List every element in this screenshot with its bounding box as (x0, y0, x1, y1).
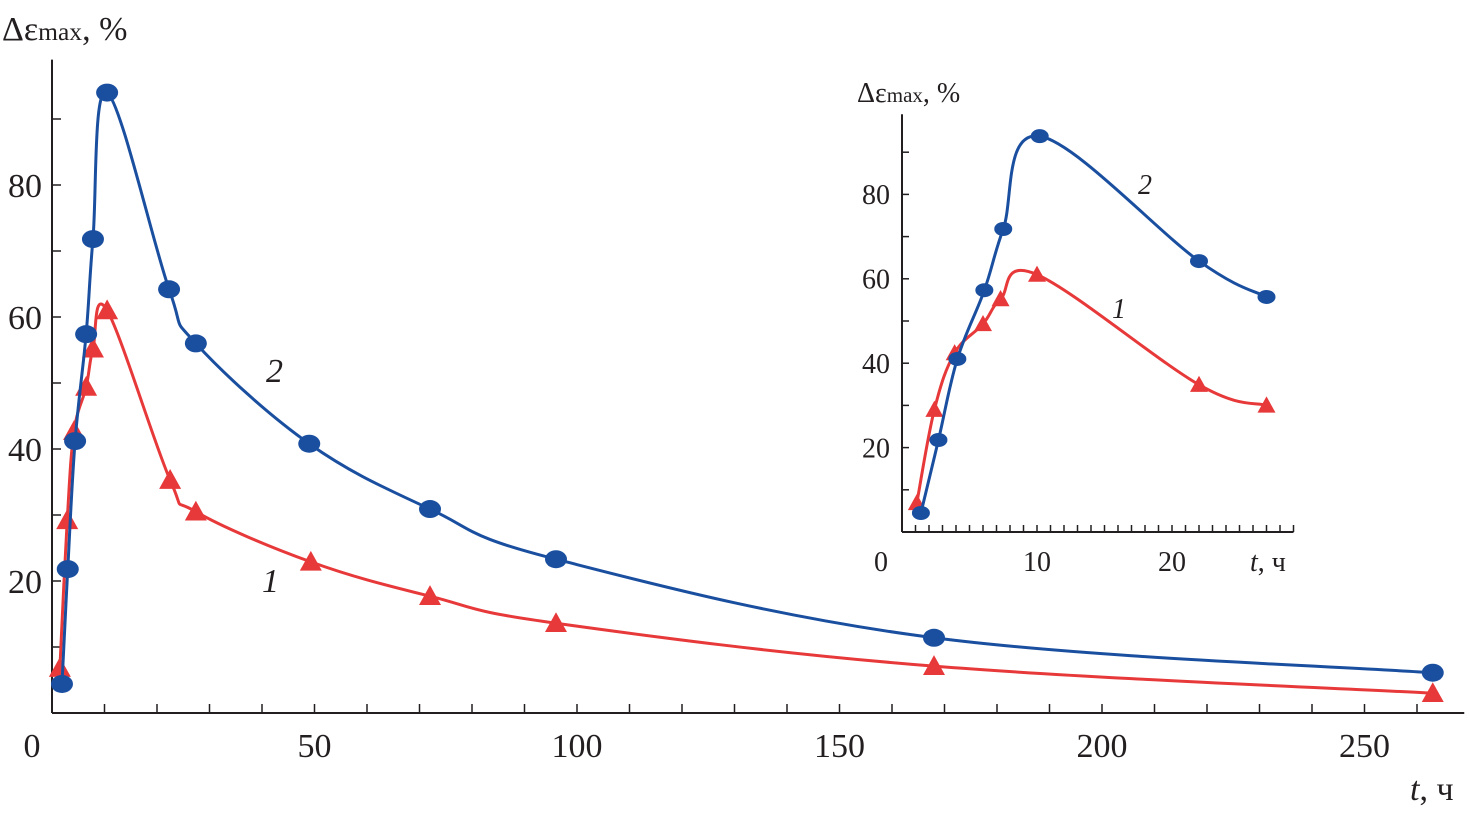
series-2-point (545, 550, 567, 569)
x-label-var: t (1250, 547, 1259, 578)
series-1-point (184, 500, 207, 521)
series-2-point (184, 334, 207, 353)
x-tick-label: 250 (1339, 728, 1390, 765)
x-tick-label: 200 (1077, 728, 1128, 765)
series-2-point (50, 674, 73, 693)
y-tick-label: 40 (8, 432, 42, 469)
series-1-label: 1 (262, 563, 279, 600)
series-2-line (919, 134, 1268, 514)
x-tick-label: 0 (874, 547, 888, 578)
series-1-point (545, 612, 567, 633)
series-1-point (299, 550, 322, 571)
series-1-point (96, 299, 119, 320)
series-2-point (81, 230, 104, 249)
x-label-unit: , ч (1258, 547, 1286, 578)
series-2-point (419, 500, 441, 519)
x-tick-label: 50 (298, 728, 332, 765)
y-label-sub: max (887, 83, 924, 107)
y-label-unit: , % (923, 78, 960, 109)
series-2-point (1257, 289, 1276, 304)
y-axis-label: Δεmax, % (857, 78, 960, 109)
y-tick-label: 20 (8, 564, 42, 601)
series-1-point (1028, 265, 1046, 282)
x-tick-label: 150 (814, 728, 865, 765)
x-tick-label: 10 (1023, 547, 1051, 578)
y-label-unit: , % (82, 11, 127, 48)
y-tick-label: 80 (862, 180, 890, 211)
series-1-point (48, 657, 71, 677)
series-2-point (975, 283, 994, 298)
series-2-point (96, 83, 119, 102)
y-tick-label: 60 (8, 300, 42, 337)
series-1-point (159, 469, 182, 489)
series-1-point (991, 290, 1010, 307)
series-2-point (929, 433, 948, 448)
y-tick-label: 20 (862, 433, 890, 464)
x-tick-label: 20 (1158, 547, 1186, 578)
series-1-point (923, 655, 945, 675)
y-axis-label: Δεmax, % (2, 11, 127, 48)
series-2-point (158, 280, 181, 299)
y-label-sub: max (38, 17, 82, 46)
series-2-label: 2 (1138, 170, 1152, 201)
series-1-point (81, 337, 104, 358)
series-1-point (1190, 375, 1208, 392)
series-2-point (923, 628, 945, 647)
series-2-point (1421, 663, 1444, 682)
series-2-label: 2 (266, 353, 283, 390)
series-2-point (948, 351, 967, 366)
series-2-point (1030, 129, 1049, 144)
series-2-point (64, 432, 87, 451)
series-2-point (994, 222, 1013, 237)
y-tick-label: 60 (862, 265, 890, 296)
y-label-main: Δε (2, 11, 38, 48)
series-2-point (911, 506, 930, 521)
series-1-point (974, 314, 992, 332)
series-1-point (1257, 396, 1276, 413)
x-axis-label: t, ч (1250, 547, 1286, 578)
series-1-line (915, 268, 1267, 504)
x-label-var: t (1410, 771, 1421, 808)
x-label-unit: , ч (1419, 771, 1453, 808)
inset-plot: 0 10 20 20 40 60 80 Δεmax, % t, ч 1 2 (857, 78, 1295, 578)
y-tick-label: 40 (862, 349, 890, 380)
series-2-point (298, 434, 321, 453)
x-tick-label: 0 (24, 728, 41, 765)
series-1-point (56, 509, 79, 530)
series-1-point (419, 585, 441, 605)
y-label-main: Δε (857, 78, 887, 109)
x-tick-label: 100 (552, 728, 603, 765)
y-tick-label: 80 (8, 168, 42, 205)
series-1-point (1421, 682, 1444, 702)
series-2-point (56, 560, 79, 579)
series-2-point (1190, 254, 1208, 269)
series-2-line (60, 90, 1433, 685)
series-2-point (75, 325, 98, 344)
series-1-point (925, 400, 944, 417)
series-1-label: 1 (1112, 294, 1126, 325)
x-axis-label: t, ч (1410, 771, 1454, 808)
